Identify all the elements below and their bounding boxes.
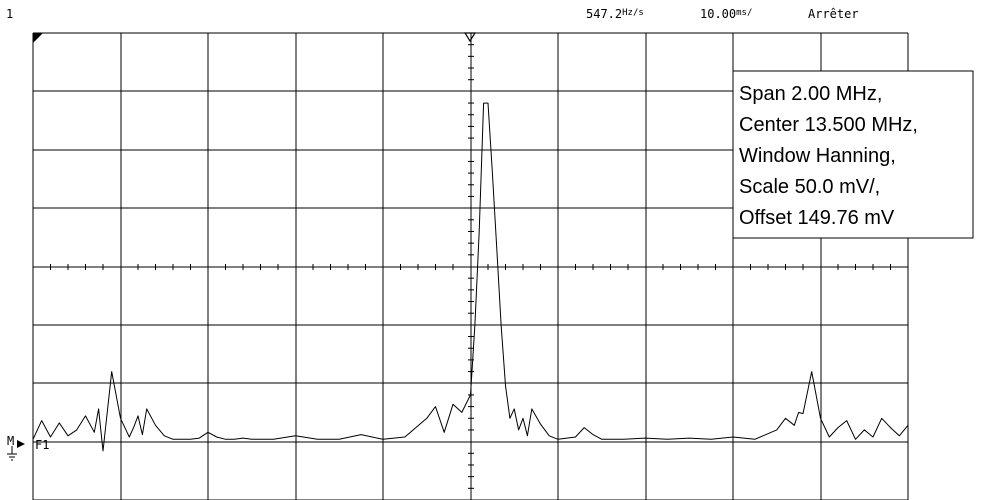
trigger-level-marker	[33, 33, 43, 43]
math-marker-label: M	[7, 434, 14, 448]
info-line-center: Center 13.500 MHz,	[739, 114, 918, 136]
channel-label-text: F1	[35, 438, 49, 452]
frequency-readout: 547.2Hz/s	[586, 7, 644, 21]
timebase-value: 10.00	[700, 7, 736, 21]
frequency-unit: Hz/s	[622, 8, 644, 18]
spectrum-trace	[32, 102, 909, 452]
status-bar: 1 547.2Hz/s 10.00ms/ Arrêter	[6, 7, 859, 21]
reference-arrow-icon	[17, 440, 25, 448]
info-line-window: Window Hanning,	[739, 145, 896, 167]
channel-number: 1	[6, 7, 13, 21]
info-line-span: Span 2.00 MHz,	[739, 83, 882, 105]
frequency-value: 547.2	[586, 7, 622, 21]
run-state[interactable]: Arrêter	[808, 7, 859, 21]
fft-settings-box: Span 2.00 MHz, Center 13.500 MHz, Window…	[732, 70, 974, 239]
info-line-offset: Offset 149.76 mV	[739, 207, 895, 229]
info-line-scale: Scale 50.0 mV/,	[739, 176, 880, 198]
trigger-position-icon	[463, 32, 477, 43]
timebase-unit: ms/	[736, 8, 752, 18]
channel-reference-label: M F1	[7, 434, 49, 461]
ground-icon	[7, 446, 17, 461]
fft-settings-frame	[732, 70, 974, 239]
timebase-readout: 10.00ms/	[700, 7, 752, 21]
center-axis-ticks	[50, 44, 891, 489]
